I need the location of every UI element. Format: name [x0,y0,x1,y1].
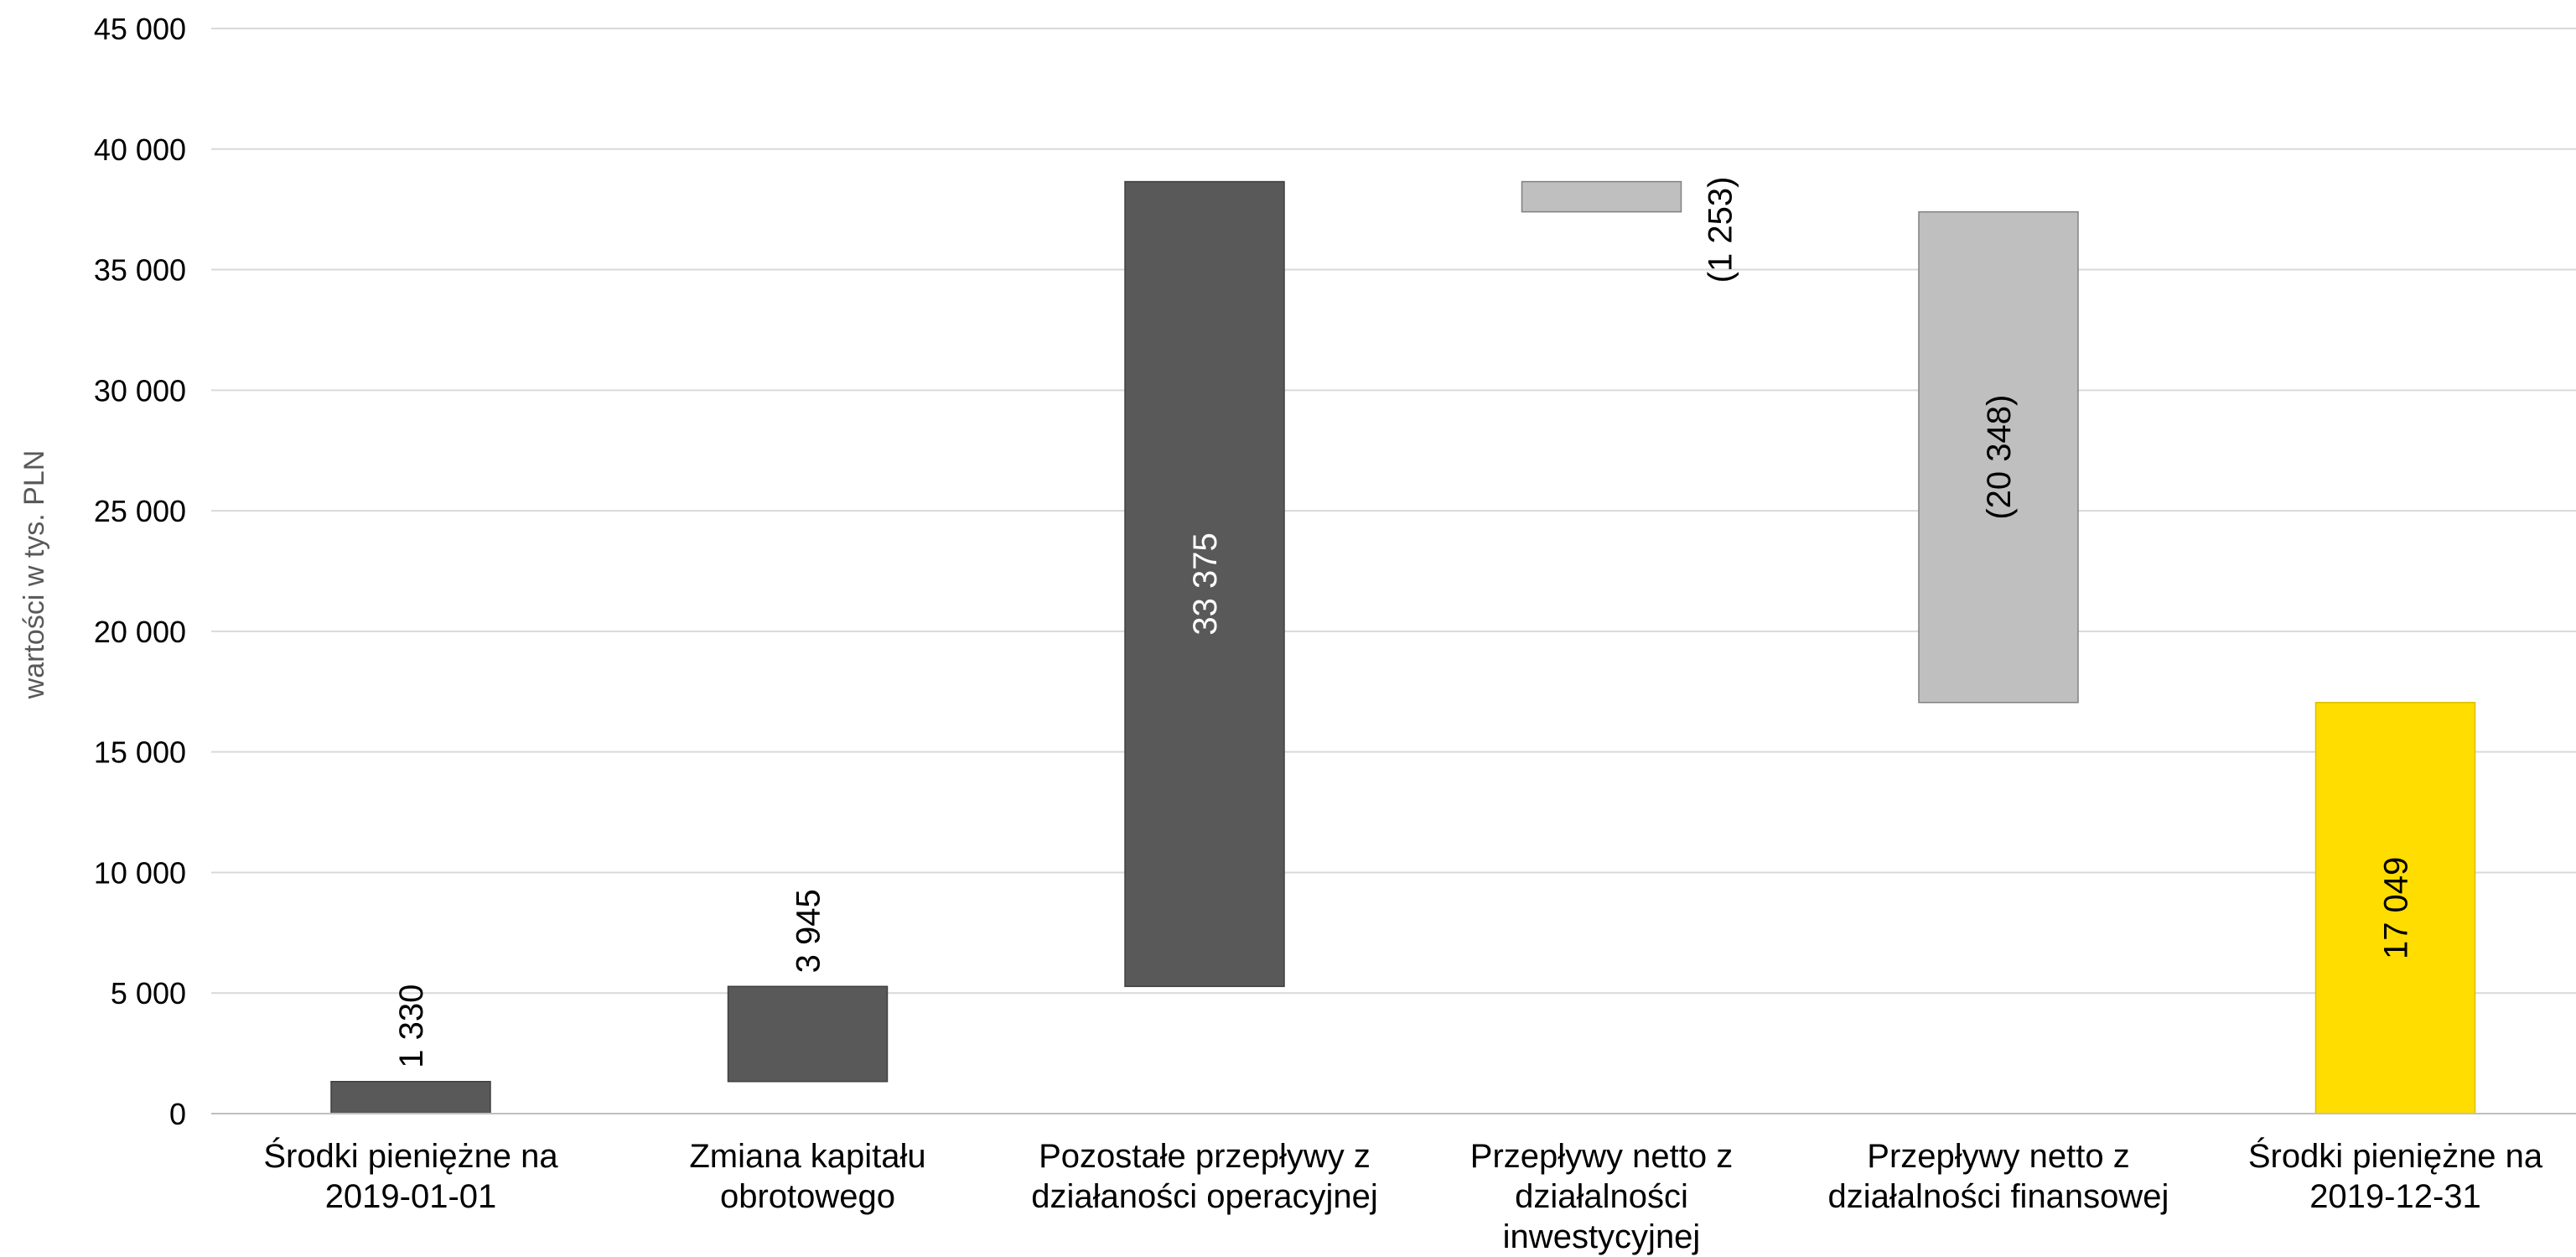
y-axis-ticks: 0 5 000 10 000 15 000 20 000 25 000 30 000 35 0… [94,12,186,1131]
x-category-label: Przepływy netto z [1867,1138,2129,1175]
data-labels: 1 330 3 945 33 375 (1 253) (20 348) 17 049 [393,177,2415,1068]
x-category-label: inwestycyjnej [1503,1218,1701,1255]
bar [728,986,888,1081]
x-category-label: 2019-01-01 [325,1178,497,1215]
data-label: 33 375 [1187,532,1224,635]
y-tick-label: 25 000 [94,494,186,528]
y-tick-label: 5 000 [111,976,186,1010]
x-category-label: 2019-12-31 [2309,1178,2481,1215]
y-tick-label: 45 000 [94,12,186,46]
bar [331,1082,490,1114]
y-tick-label: 15 000 [94,735,186,770]
x-category-label: obrotowego [720,1178,895,1215]
data-label: 17 049 [2378,857,2415,959]
data-label: 1 330 [393,984,430,1068]
y-tick-label: 40 000 [94,132,186,167]
data-label: 3 945 [790,889,827,973]
y-tick-label: 30 000 [94,373,186,408]
y-tick-label: 0 [169,1097,186,1131]
bars [331,182,2475,1114]
y-tick-label: 10 000 [94,855,186,890]
x-category-label: Zmiana kapitału [689,1138,925,1175]
x-category-label: działaności operacyjnej [1031,1178,1378,1215]
y-tick-label: 20 000 [94,615,186,649]
data-label: (1 253) [1703,177,1739,283]
gridlines [211,29,2576,993]
x-category-label: Środki pieniężne na [2248,1136,2543,1175]
y-axis-label: wartości w tys. PLN [18,450,50,700]
x-category-label: Przepływy netto z [1470,1138,1733,1175]
data-label: (20 348) [1981,395,2018,520]
x-category-label: działalności [1515,1178,1688,1215]
x-category-label: działalności finansowej [1828,1178,2169,1215]
x-category-label: Pozostałe przepływy z [1039,1138,1371,1175]
bar [1522,182,1682,212]
y-tick-label: 35 000 [94,253,186,288]
x-category-label: Środki pieniężne na [263,1136,558,1175]
